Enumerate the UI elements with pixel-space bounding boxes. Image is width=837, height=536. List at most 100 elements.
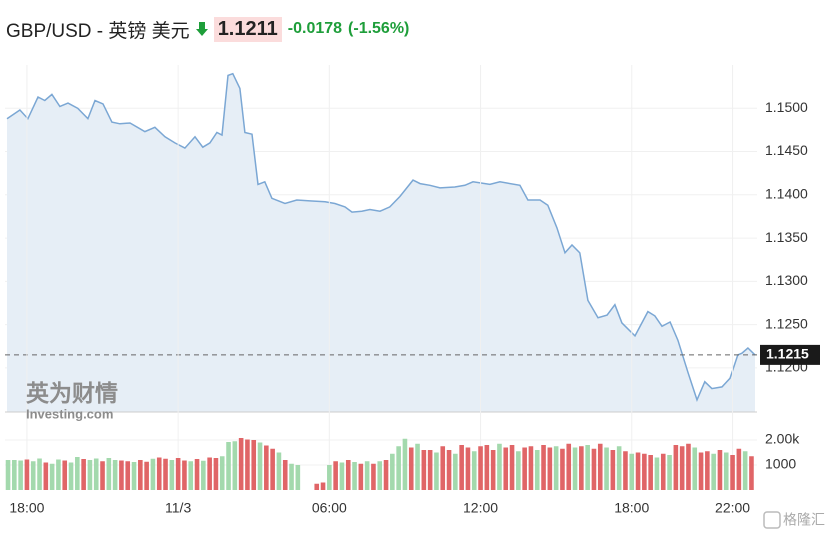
- volume-bar: [434, 452, 439, 490]
- area-fill: [7, 73, 755, 412]
- logo-icon: [763, 511, 781, 529]
- change-pct: (-1.56%): [348, 20, 410, 37]
- volume-bar: [547, 447, 553, 490]
- volume-bar: [12, 460, 17, 490]
- volume-bar: [226, 442, 231, 490]
- volume-bar: [516, 451, 521, 490]
- volume-bar: [314, 483, 320, 490]
- volume-bar: [295, 465, 301, 490]
- volume-bar: [742, 451, 748, 490]
- volume-bar: [327, 465, 332, 490]
- volume-bar: [396, 446, 401, 490]
- x-tick-label: 12:00: [463, 500, 498, 516]
- volume-bar: [623, 451, 628, 490]
- volume-bar: [333, 461, 338, 490]
- volume-bar: [465, 447, 471, 490]
- y-tick-label: 1.1250: [765, 315, 808, 331]
- volume-bar: [591, 448, 597, 490]
- volume-bar: [427, 450, 433, 490]
- volume-bar: [207, 457, 212, 490]
- pair-title: GBP/USD - 英镑 美元: [6, 20, 190, 42]
- volume-bar: [705, 451, 710, 490]
- volume-bar: [390, 453, 395, 490]
- volume-bar: [37, 458, 42, 490]
- watermark-site: Investing.com: [26, 406, 113, 421]
- volume-bar: [18, 460, 23, 490]
- volume-bar: [182, 460, 187, 490]
- volume-bar: [654, 457, 660, 490]
- volume-bar: [585, 445, 590, 490]
- volume-bar: [49, 463, 55, 490]
- volume-bar: [723, 452, 729, 490]
- volume-bar: [503, 447, 509, 490]
- x-tick-label: 18:00: [9, 500, 44, 516]
- volume-bar: [119, 460, 124, 490]
- volume-bar: [509, 445, 515, 490]
- volume-bar: [648, 455, 653, 490]
- volume-bar: [698, 452, 704, 490]
- volume-bar: [629, 453, 635, 490]
- volume-bar: [673, 445, 679, 490]
- volume-bar: [358, 463, 364, 490]
- volume-bar: [717, 450, 723, 490]
- volume-bar: [616, 446, 622, 490]
- volume-bar: [383, 460, 389, 490]
- watermark-brand: 英为财情: [26, 380, 118, 406]
- volume-bar: [446, 450, 452, 490]
- volume-bar: [408, 447, 414, 490]
- volume-bar: [138, 460, 143, 490]
- y-tick-label: 1000: [765, 456, 796, 472]
- x-tick-label: 18:00: [614, 500, 649, 516]
- volume-bar: [339, 462, 345, 490]
- volume-bar: [56, 459, 61, 490]
- volume-bar: [219, 456, 225, 490]
- volume-bar: [736, 448, 742, 490]
- volume-bar: [169, 460, 175, 490]
- volume-bar: [566, 443, 572, 490]
- volume-bar: [635, 452, 641, 490]
- volume-bar: [81, 459, 86, 490]
- volume-bar: [553, 446, 559, 490]
- price-line: [6, 72, 756, 403]
- x-tick-label: 06:00: [312, 500, 347, 516]
- x-tick-label: 22:00: [715, 500, 750, 516]
- volume-bar: [541, 445, 546, 490]
- y-tick-label: 1.1500: [765, 99, 808, 115]
- volume-bar: [257, 442, 263, 490]
- header: GBP/USD - 英镑 美元 1.1211 -0.0178 (-1.56%): [6, 14, 409, 44]
- volume-bar: [75, 457, 80, 490]
- volume-bar: [459, 445, 464, 490]
- volume-bar: [534, 450, 540, 490]
- volume-bar: [484, 445, 490, 490]
- volume-bar: [345, 460, 351, 490]
- volume-bar: [642, 453, 647, 490]
- volume-bar: [93, 458, 99, 490]
- volume-bar: [87, 460, 93, 490]
- volume-bar: [352, 462, 357, 490]
- volume-bar: [289, 463, 294, 490]
- volume-bar: [131, 462, 137, 490]
- volume-bar: [320, 482, 326, 490]
- volume-bar: [125, 461, 131, 490]
- down-arrow: [195, 22, 208, 36]
- volume-bar: [528, 446, 534, 490]
- volume-bar: [478, 446, 483, 490]
- volume-bar: [62, 460, 68, 490]
- volume-bar: [270, 448, 275, 490]
- volume-bar: [175, 458, 181, 490]
- volume-bar: [471, 451, 477, 490]
- volume-bar: [749, 456, 754, 490]
- change: -0.0178: [287, 20, 343, 37]
- volume-bar: [692, 447, 698, 490]
- volume-bar: [24, 459, 30, 490]
- volume-bar: [282, 460, 288, 490]
- volume-bar: [30, 461, 36, 490]
- price: 1.1211: [213, 16, 282, 42]
- volume-bar: [730, 455, 735, 490]
- volume-bar: [371, 463, 376, 490]
- volume-bar: [604, 447, 609, 490]
- volume-bar: [686, 443, 691, 490]
- volume-bar: [188, 461, 194, 490]
